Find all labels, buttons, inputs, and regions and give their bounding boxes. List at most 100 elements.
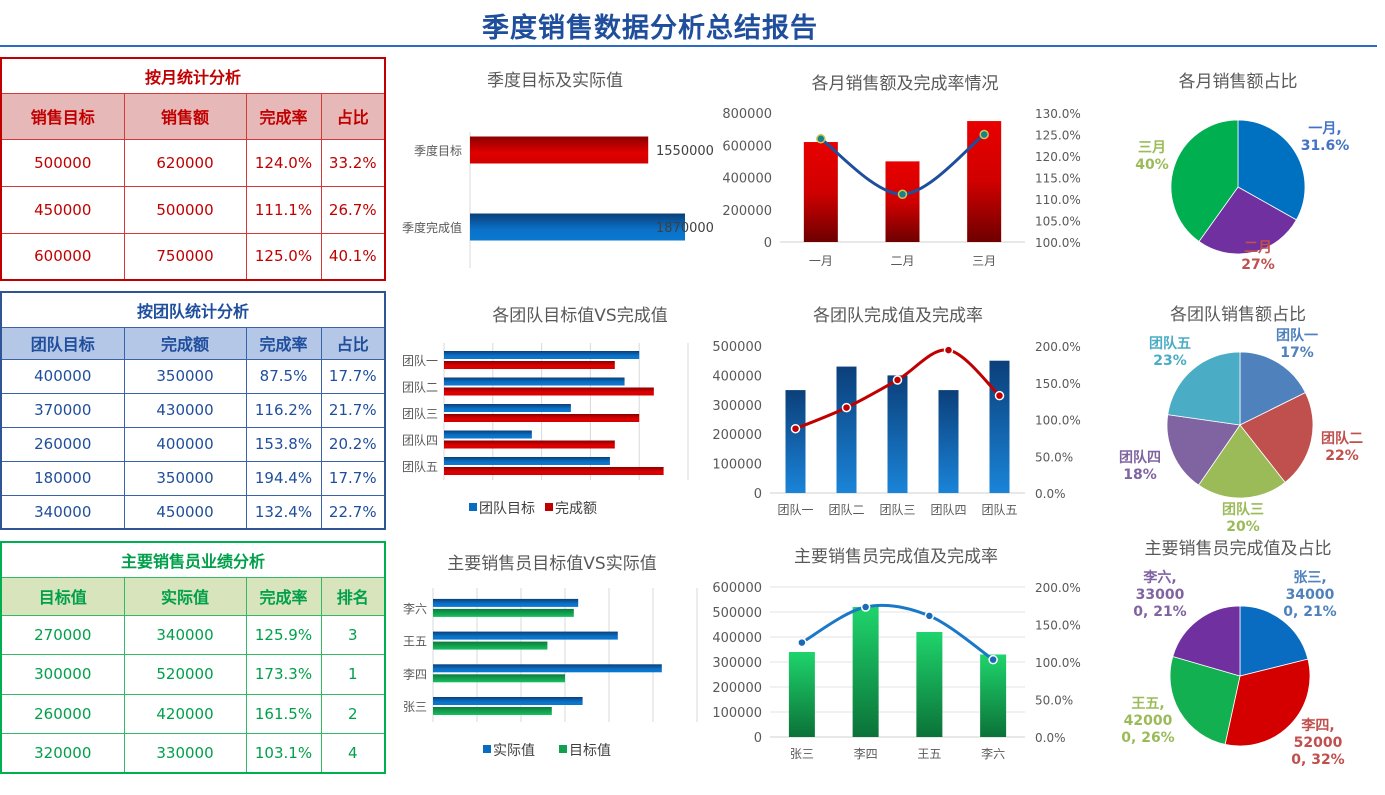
- table-cell: 26.7%: [320, 185, 386, 234]
- bar: [433, 631, 618, 640]
- slice-label: 34000: [1286, 587, 1335, 603]
- legend-label: 完成额: [555, 501, 597, 517]
- slice-label: 20%: [1226, 519, 1260, 535]
- table-row: 600000 750000 125.0% 40.1%: [0, 232, 386, 281]
- pie-slice: [1239, 351, 1306, 426]
- y-tick-label: 300000: [712, 399, 762, 414]
- column-header: 实际值: [123, 576, 247, 616]
- slice-label: 27%: [1241, 257, 1275, 273]
- table-cell: 87.5%: [245, 358, 322, 394]
- y-tick-label: 400000: [722, 172, 772, 187]
- y2-tick-label: 100.0%: [1035, 656, 1081, 670]
- monthly-stats-table: 按月统计分析 销售目标 销售额 完成率 占比 500000 620000 124.0% 33.2…: [0, 57, 387, 281]
- y2-tick-label: 110.0%: [1035, 193, 1081, 207]
- y-tick-label: 0: [754, 731, 762, 746]
- slice-label: 17%: [1280, 345, 1314, 361]
- table-cell: 194.4%: [245, 460, 322, 496]
- chart-title: 季度目标及实际值: [487, 71, 623, 91]
- y2-tick-label: 0.0%: [1035, 731, 1066, 745]
- table-cell: 400000: [0, 358, 125, 394]
- category-label: 李六: [981, 746, 1005, 761]
- y-tick-label: 200000: [712, 681, 762, 696]
- table-cell: 3: [320, 614, 386, 655]
- category-label: 张三: [790, 747, 814, 761]
- y2-tick-label: 125.0%: [1035, 129, 1081, 143]
- column-header: 完成率: [245, 92, 322, 140]
- column-header: 占比: [320, 92, 386, 140]
- chart-title: 各月销售额及完成率情况: [812, 74, 999, 94]
- legend-swatch: [545, 503, 553, 511]
- category-label: 团队三: [402, 406, 438, 421]
- table-cell: 17.7%: [320, 460, 386, 496]
- table-row: 320000 330000 103.1% 4: [0, 733, 386, 774]
- legend-swatch: [559, 745, 567, 753]
- bar: [433, 641, 548, 650]
- table-cell: 132.4%: [245, 494, 322, 530]
- y-tick-label: 600000: [722, 139, 772, 154]
- bar: [470, 213, 685, 241]
- bar: [916, 632, 943, 737]
- slice-label: 团队三: [1222, 501, 1264, 518]
- table-cell: 370000: [0, 392, 125, 428]
- y2-tick-label: 130.0%: [1035, 107, 1081, 121]
- category-label: 二月: [890, 254, 914, 268]
- slice-label: 0, 21%: [1133, 604, 1186, 620]
- bar: [470, 136, 649, 164]
- chart-title: 主要销售员完成值及完成率: [794, 547, 998, 567]
- table-cell: 22.7%: [320, 494, 386, 530]
- y2-tick-label: 50.0%: [1035, 694, 1073, 708]
- category-label: 一月: [809, 254, 833, 268]
- bar: [967, 121, 1002, 242]
- y-tick-label: 0: [764, 236, 772, 251]
- slice-label: 33000: [1136, 587, 1185, 603]
- page-title: 季度销售数据分析总结报告: [482, 13, 818, 44]
- slice-label: 团队一: [1276, 327, 1318, 344]
- pie-slice: [1198, 424, 1286, 499]
- category-label: 团队四: [930, 502, 966, 517]
- chart-title: 各团队目标值VS完成值: [492, 306, 667, 326]
- y2-tick-label: 150.0%: [1035, 377, 1081, 391]
- slice-label: 二月: [1244, 240, 1272, 256]
- table-row: 400000 350000 87.5% 17.7%: [0, 358, 386, 394]
- column-header: 销售额: [123, 92, 247, 140]
- line-marker: [994, 390, 1005, 401]
- table-title: 按团队统计分析: [0, 291, 386, 328]
- table-cell: 153.8%: [245, 426, 322, 462]
- slice-label: 0, 26%: [1121, 730, 1174, 746]
- bar: [803, 142, 838, 242]
- bar: [785, 390, 806, 493]
- table-cell: 124.0%: [245, 138, 322, 187]
- legend-label: 实际值: [493, 743, 535, 759]
- bar: [980, 654, 1007, 737]
- line-marker: [892, 375, 903, 385]
- slice-label: 18%: [1123, 467, 1157, 483]
- category-label: 季度完成值: [402, 220, 462, 235]
- column-header: 完成率: [245, 326, 322, 360]
- data-label: 1550000: [656, 144, 714, 159]
- column-header: 完成率: [245, 576, 322, 616]
- pie-slice: [1169, 655, 1241, 745]
- y2-tick-label: 115.0%: [1035, 172, 1081, 186]
- chart-4: 各团队完成值及完成率 0 100000 200000 300000 400000 50000…: [712, 306, 1080, 517]
- bar: [444, 430, 532, 439]
- table-cell: 330000: [123, 733, 247, 774]
- table-cell: 17.7%: [320, 358, 386, 394]
- chart-title: 各团队销售额占比: [1170, 305, 1306, 325]
- y-tick-label: 200000: [712, 428, 762, 443]
- y-tick-label: 300000: [712, 656, 762, 671]
- chart-1: 各月销售额及完成率情况 0 200000 400000 600000 800000 100.…: [722, 74, 1080, 268]
- category-label: 团队一: [777, 502, 813, 517]
- table-cell: 125.0%: [245, 232, 322, 281]
- line-marker: [860, 602, 871, 612]
- bar: [444, 377, 625, 386]
- bar: [938, 390, 959, 493]
- table-cell: 20.2%: [320, 426, 386, 462]
- y-tick-label: 400000: [712, 631, 762, 646]
- legend-label: 团队目标: [479, 501, 535, 517]
- pie-slice: [1172, 605, 1241, 677]
- slice-label: 22%: [1325, 448, 1359, 464]
- pie-slice: [1239, 392, 1314, 483]
- table-cell: 500000: [123, 185, 247, 234]
